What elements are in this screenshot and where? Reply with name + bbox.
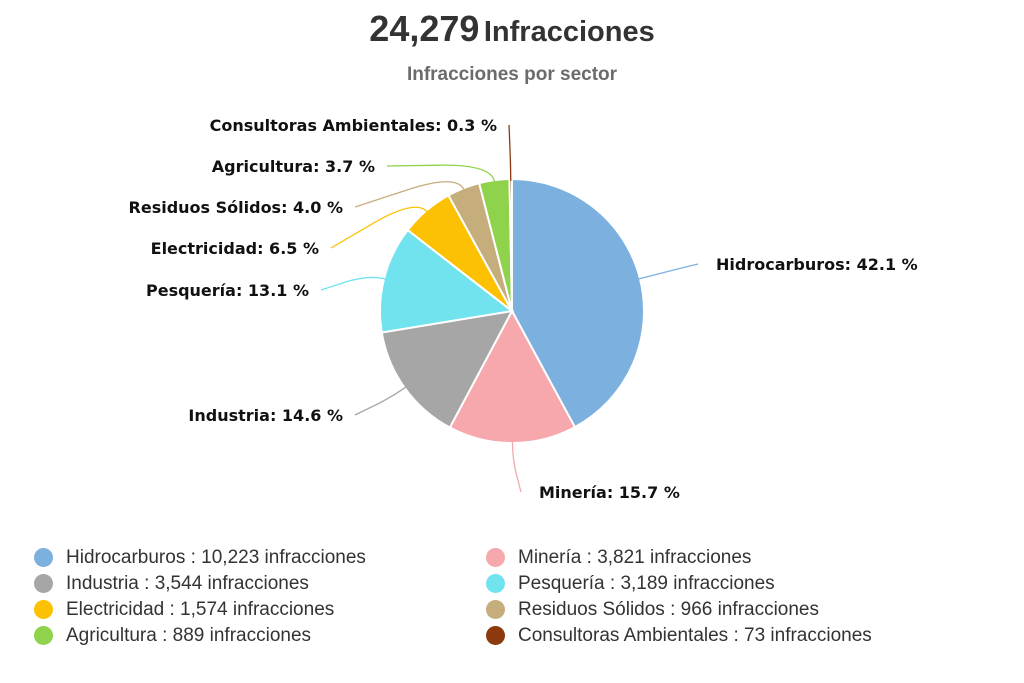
- legend-marker: [486, 626, 505, 645]
- legend-marker: [34, 626, 53, 645]
- connector-pesqueria: [320, 276, 387, 291]
- legend-label: Industria : 3,544 infracciones: [66, 572, 309, 594]
- legend-marker: [34, 574, 53, 593]
- legend-item-pesqueria[interactable]: Pesquería : 3,189 infracciones: [486, 572, 966, 595]
- connector-agricultura: [386, 164, 496, 183]
- data-label-hidrocarburos: Hidrocarburos: 42.1 %: [716, 255, 918, 274]
- connector-mineria: [511, 440, 522, 493]
- data-label-agricultura: Agricultura: 3.7 %: [212, 157, 375, 176]
- legend-marker: [34, 600, 53, 619]
- total-infractions: 24,279: [369, 8, 480, 49]
- legend-marker: [486, 574, 505, 593]
- total-label: Infracciones: [483, 16, 655, 48]
- legend-marker: [34, 548, 53, 567]
- legend-item-consultoras-ambientales[interactable]: Consultoras Ambientales : 73 infraccione…: [486, 624, 966, 647]
- legend-marker: [486, 548, 505, 567]
- connector-electricidad: [330, 206, 429, 249]
- legend-label: Consultoras Ambientales : 73 infraccione…: [518, 624, 872, 646]
- legend-label: Hidrocarburos : 10,223 infracciones: [66, 546, 366, 568]
- data-label-electricidad: Electricidad: 6.5 %: [151, 239, 319, 258]
- connector-consultoras-ambientales: [508, 124, 512, 182]
- legend-item-hidrocarburos[interactable]: Hidrocarburos : 10,223 infracciones: [34, 546, 486, 569]
- legend-label: Minería : 3,821 infracciones: [518, 546, 752, 568]
- connector-residuos-solidos: [354, 181, 465, 208]
- data-label-residuos-solidos: Residuos Sólidos: 4.0 %: [129, 198, 343, 217]
- chart-title: 24,279 Infracciones: [0, 8, 1024, 50]
- legend-item-agricultura[interactable]: Agricultura : 889 infracciones: [34, 624, 486, 647]
- data-label-pesqueria: Pesquería: 13.1 %: [146, 281, 309, 300]
- data-label-consultoras-ambientales: Consultoras Ambientales: 0.3 %: [210, 116, 497, 135]
- legend-label: Agricultura : 889 infracciones: [66, 624, 312, 646]
- legend-label: Residuos Sólidos : 966 infracciones: [518, 598, 820, 620]
- legend-item-mineria[interactable]: Minería : 3,821 infracciones: [486, 546, 966, 569]
- legend-item-residuos-solidos[interactable]: Residuos Sólidos : 966 infracciones: [486, 598, 966, 621]
- chart-subtitle: Infracciones por sector: [406, 64, 618, 85]
- connector-industria: [354, 386, 407, 416]
- legend-label: Pesquería : 3,189 infracciones: [518, 572, 775, 594]
- connector-hidrocarburos: [637, 263, 699, 280]
- legend-item-industria[interactable]: Industria : 3,544 infracciones: [34, 572, 486, 595]
- chart-legend: Hidrocarburos : 10,223 infracciones Miner…: [34, 546, 994, 647]
- legend-marker: [486, 600, 505, 619]
- data-label-mineria: Minería: 15.7 %: [539, 483, 680, 502]
- data-label-industria: Industria: 14.6 %: [188, 406, 343, 425]
- legend-item-electricidad[interactable]: Electricidad : 1,574 infracciones: [34, 598, 486, 621]
- pie-chart: Hidrocarburos: 42.1 % Minería: 15.7 % Indu…: [129, 116, 918, 502]
- legend-label: Electricidad : 1,574 infracciones: [66, 598, 335, 620]
